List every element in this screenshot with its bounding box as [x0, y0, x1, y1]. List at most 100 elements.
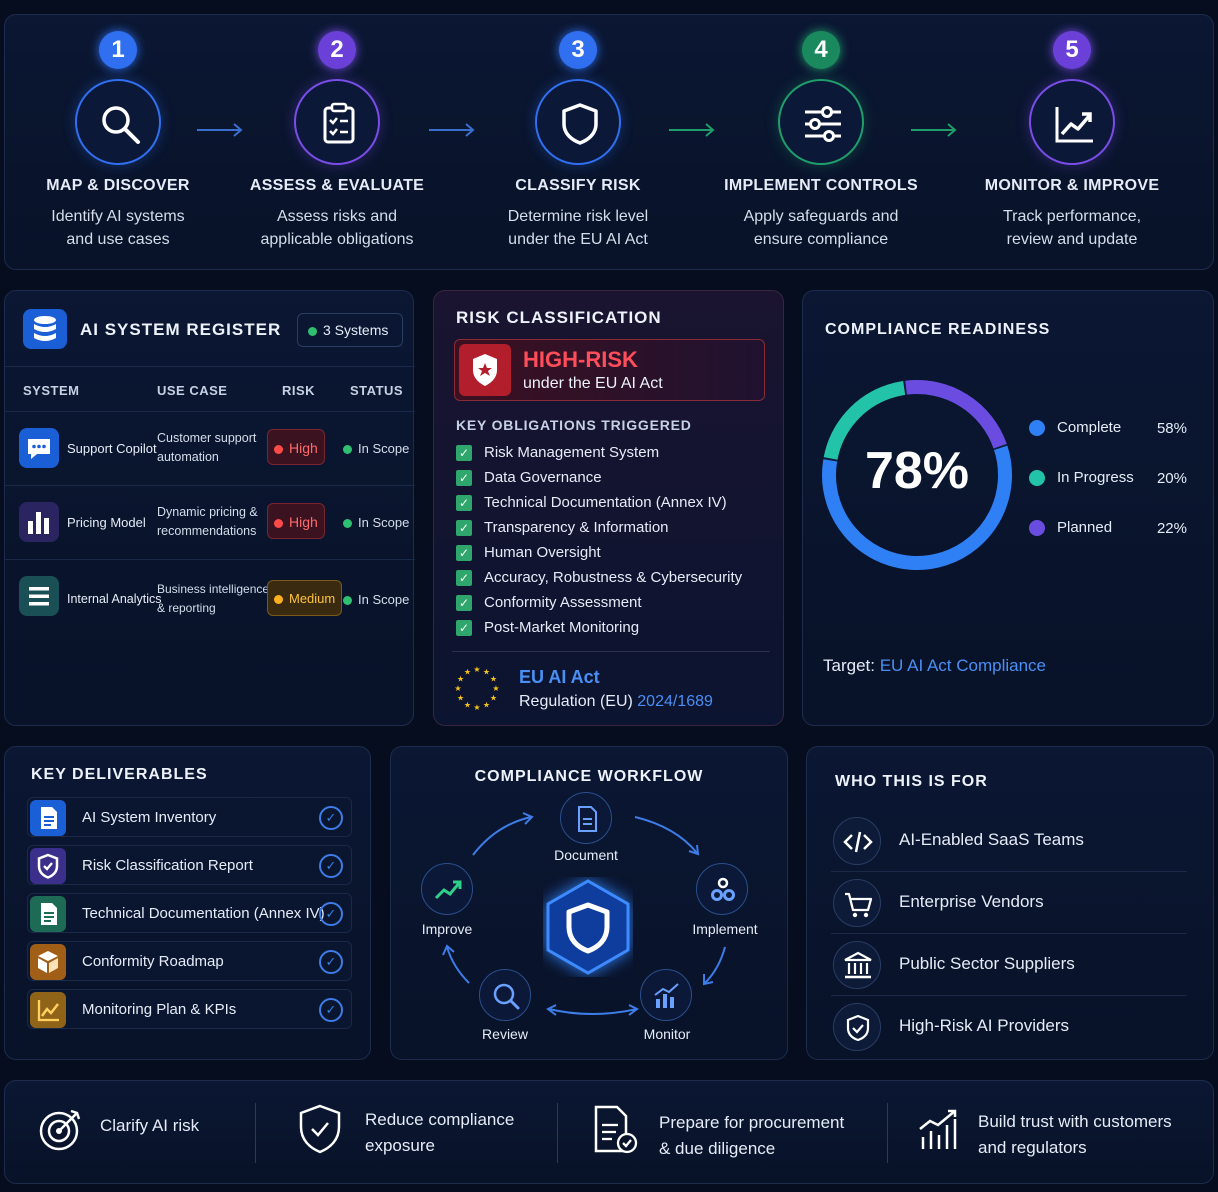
table-row[interactable]: Support Copilot Customer support automat…: [5, 411, 415, 485]
list-item: ✓ Data Governance: [456, 468, 742, 493]
deliverables-title: KEY DELIVERABLES: [31, 766, 208, 783]
checkbox-icon: ✓: [456, 595, 472, 611]
shield-check-icon: [299, 1104, 341, 1154]
workflow-label-document: Document: [554, 847, 618, 863]
check-circle-icon: ✓: [319, 998, 343, 1022]
risk-badge: High: [267, 503, 325, 539]
checkbox-icon: ✓: [456, 545, 472, 561]
step-number: 3: [559, 31, 597, 69]
status-dot: [308, 326, 317, 336]
workflow-label-review: Review: [482, 1026, 528, 1042]
arrow-right-icon: [429, 123, 475, 137]
document-icon: [30, 800, 66, 836]
deliverable-label: Technical Documentation (Annex IV): [82, 905, 325, 922]
svg-text:★: ★: [473, 703, 480, 712]
status-badge: In Scope: [343, 515, 409, 530]
legend-complete-value: 58%: [1156, 420, 1187, 437]
audience-public-sector-suppliers: Public Sector Suppliers: [831, 934, 1187, 996]
benefit-build-trust: Build trust with customers and regulator…: [917, 1081, 1207, 1185]
central-shield-hexagon: [543, 877, 633, 977]
svg-text:★: ★: [490, 694, 497, 703]
list-item: ✓ Conformity Assessment: [456, 593, 742, 618]
checkbox-icon: ✓: [456, 520, 472, 536]
svg-text:★: ★: [464, 700, 471, 709]
risk-classification-panel: RISK CLASSIFICATION HIGH-RISK under the …: [433, 290, 784, 726]
checkbox-icon: ✓: [456, 620, 472, 636]
benefit-text: Clarify AI risk: [100, 1116, 200, 1135]
benefit-text: Prepare for procurement & due diligence: [659, 1113, 845, 1158]
svg-text:★: ★: [464, 668, 471, 677]
government-building-icon: [833, 941, 881, 989]
step-number: 5: [1053, 31, 1091, 69]
checkbox-icon: ✓: [456, 470, 472, 486]
cube-icon: [30, 944, 66, 980]
target-icon: [39, 1109, 81, 1151]
list-item: ✓ Post-Market Monitoring: [456, 618, 742, 643]
risk-badge: Medium: [267, 580, 343, 616]
svg-text:★: ★: [490, 675, 497, 684]
deliverable-conformity-roadmap[interactable]: Conformity Roadmap ✓: [27, 941, 352, 981]
compliance-readiness-panel: COMPLIANCE READINESS 78% Complete 58% In…: [802, 290, 1214, 726]
high-risk-banner: HIGH-RISK under the EU AI Act: [454, 339, 765, 401]
deliverable-technical-documentation[interactable]: Technical Documentation (Annex IV) ✓: [27, 893, 352, 933]
use-case: Business intelligence & reporting: [157, 582, 270, 615]
step-number: 2: [318, 31, 356, 69]
workflow-node-review[interactable]: [479, 969, 531, 1021]
audience-label: High-Risk AI Providers: [899, 1016, 1070, 1035]
workflow-node-document[interactable]: [560, 792, 612, 844]
audience-high-risk-ai-providers: High-Risk AI Providers: [831, 996, 1187, 1058]
obligations-list: ✓ Risk Management System ✓ Data Governance…: [456, 443, 742, 643]
status-badge: In Scope: [343, 441, 409, 456]
deliverable-monitoring-plan[interactable]: Monitoring Plan & KPIs ✓: [27, 989, 352, 1029]
use-case: Customer support automation: [157, 431, 257, 464]
svg-text:★: ★: [457, 675, 464, 684]
system-name: Internal Analytics: [67, 592, 162, 606]
step-number: 1: [99, 31, 137, 69]
workflow-label-implement: Implement: [692, 921, 758, 937]
ai-system-register-panel: AI SYSTEM REGISTER 3 Systems SYSTEM USE …: [4, 290, 415, 726]
legend-complete: Complete: [1029, 419, 1121, 437]
checkbox-icon: ✓: [456, 495, 472, 511]
legend-in-progress-value: 20%: [1156, 470, 1187, 487]
system-name: Pricing Model: [67, 515, 146, 530]
clipboard-checklist-icon: [294, 79, 380, 165]
database-icon: [23, 309, 67, 349]
line-chart-icon: [30, 992, 66, 1028]
who-title: WHO THIS IS FOR: [835, 773, 988, 790]
audience-ai-enabled-saas-teams: AI-Enabled SaaS Teams: [831, 810, 1187, 872]
workflow-label-improve: Improve: [421, 921, 473, 937]
deliverable-ai-system-inventory[interactable]: AI System Inventory ✓: [27, 797, 352, 837]
risk-level: HIGH-RISK: [523, 347, 638, 372]
table-row[interactable]: Internal Analytics Business intelligence…: [5, 559, 415, 633]
sliders-icon: [778, 79, 864, 165]
systems-count-badge: 3 Systems: [297, 313, 403, 347]
benefit-reduce-compliance-exposure: Reduce compliance exposure: [297, 1081, 557, 1185]
register-title: AI SYSTEM REGISTER: [80, 320, 282, 339]
table-row[interactable]: Pricing Model Dynamic pricing & recommen…: [5, 485, 415, 559]
list-item: ✓ Risk Management System: [456, 443, 742, 468]
search-icon: [75, 79, 161, 165]
workflow-node-implement[interactable]: [696, 863, 748, 915]
svg-text:★: ★: [483, 668, 490, 677]
step-title: IMPLEMENT CONTROLS: [724, 177, 918, 194]
svg-text:★: ★: [492, 684, 499, 693]
workflow-node-monitor[interactable]: [640, 969, 692, 1021]
workflow-node-improve[interactable]: [421, 863, 473, 915]
bar-chart-icon: [19, 502, 59, 542]
trend-chart-icon: [1029, 79, 1115, 165]
growth-chart-icon: [919, 1109, 957, 1149]
deliverable-risk-classification-report[interactable]: Risk Classification Report ✓: [27, 845, 352, 885]
readiness-percent: 78%: [864, 442, 970, 500]
deliverable-label: Conformity Roadmap: [82, 953, 224, 970]
system-name: Support Copilot: [67, 441, 157, 456]
obligations-title: KEY OBLIGATIONS TRIGGERED: [456, 417, 692, 433]
eu-ai-act-title: EU AI Act: [519, 667, 600, 687]
readiness-donut-chart: [822, 380, 1012, 570]
regulation-reference: Regulation (EU) 2024/1689: [519, 693, 713, 710]
donut-segment-complete: [822, 380, 1012, 570]
status-badge: In Scope: [343, 592, 409, 607]
column-header-use-case: USE CASE: [157, 383, 228, 398]
systems-count-text: 3 Systems: [323, 322, 389, 338]
svg-text:★: ★: [483, 700, 490, 709]
arrow-right-icon: [197, 123, 243, 137]
